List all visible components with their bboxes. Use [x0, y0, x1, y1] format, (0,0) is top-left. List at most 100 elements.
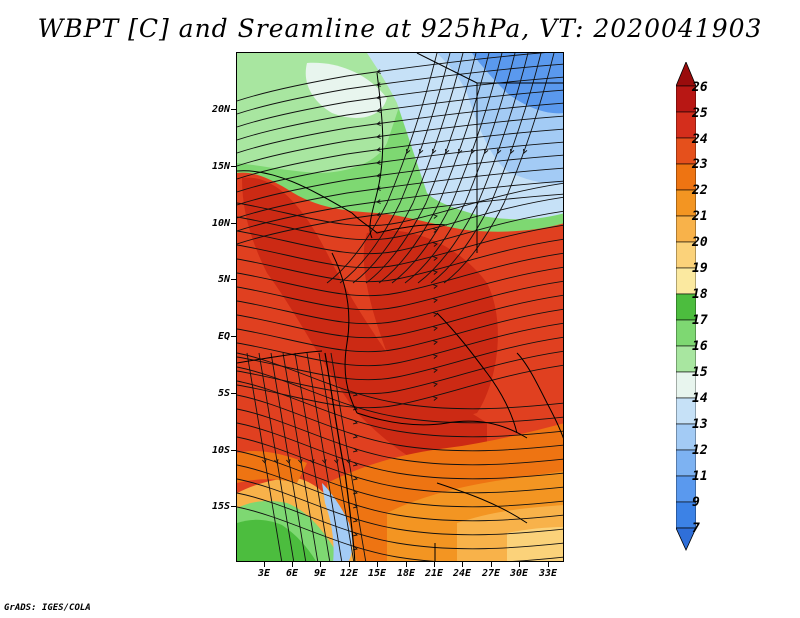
streamline-arrow	[433, 396, 438, 401]
streamline	[237, 492, 563, 550]
colorbar-label-26: 26	[692, 80, 708, 95]
streamline	[237, 63, 563, 115]
streamline-arrow	[418, 148, 424, 154]
streamline-arrow	[352, 419, 358, 425]
streamline	[306, 352, 343, 561]
streamline-arrow	[433, 270, 438, 275]
colorbar-label-15: 15	[692, 365, 708, 380]
region-very-hot-central	[363, 230, 498, 415]
streamline	[237, 182, 563, 227]
streamlines	[237, 53, 563, 561]
streamline	[237, 224, 563, 269]
streamline-arrow	[376, 173, 381, 178]
streamline-arrow	[444, 148, 450, 154]
streamline-arrow	[433, 368, 438, 373]
streamline	[258, 352, 295, 561]
streamline	[237, 266, 563, 311]
streamline	[365, 53, 477, 284]
lat-label-10n: 10N	[211, 218, 230, 229]
streamline-arrow	[262, 459, 267, 464]
streamline-arrow	[352, 391, 358, 397]
streamline	[237, 408, 563, 466]
streamline-arrow	[433, 214, 438, 219]
lon-tick	[377, 562, 378, 567]
streamline	[237, 394, 563, 452]
streamline	[237, 180, 563, 232]
streamline-arrow	[522, 148, 528, 154]
streamline-arrow	[352, 475, 358, 481]
streamline	[237, 238, 563, 283]
streamline	[237, 308, 563, 353]
streamline	[237, 196, 563, 241]
streamline	[417, 53, 529, 284]
streamline-arrow	[376, 134, 381, 139]
streamline-arrow	[352, 517, 358, 523]
lat-tick	[231, 223, 236, 224]
lon-label-9e: 9E	[313, 568, 327, 579]
streamline	[391, 53, 503, 284]
streamline	[237, 193, 563, 245]
streamline-arrow	[433, 312, 438, 317]
lat-tick	[231, 393, 236, 394]
streamline-arrow	[433, 242, 438, 247]
lon-tick	[548, 562, 549, 567]
colorbar-bottom-arrow	[676, 527, 696, 551]
streamline	[237, 364, 563, 409]
streamline	[237, 210, 563, 255]
region-pale-north	[305, 62, 387, 118]
lat-tick	[231, 279, 236, 280]
streamline	[237, 89, 563, 141]
streamline	[237, 102, 563, 154]
streamline-arrow	[310, 459, 315, 464]
colorbar-label-11: 11	[692, 469, 708, 484]
colorbar-label-24: 24	[692, 132, 708, 147]
streamline	[443, 53, 555, 284]
streamline-arrow	[352, 433, 358, 439]
streamline-arrow	[376, 160, 381, 165]
lon-tick	[519, 562, 520, 567]
streamline-arrow	[433, 326, 438, 331]
lat-tick	[231, 336, 236, 337]
streamline-arrow	[376, 95, 381, 100]
streamline	[237, 366, 563, 424]
streamline-arrow	[376, 82, 381, 87]
streamline-arrow	[274, 459, 279, 464]
colorbar-label-7: 7	[692, 521, 700, 536]
streamline-arrow	[352, 447, 358, 453]
streamline	[318, 352, 355, 561]
streamline	[237, 128, 563, 180]
streamline	[237, 76, 563, 128]
lon-label-18e: 18E	[396, 568, 416, 579]
streamline	[237, 53, 546, 102]
streamline	[282, 352, 319, 561]
streamline	[326, 53, 438, 284]
lon-tick	[491, 562, 492, 567]
streamline-arrow	[376, 199, 381, 204]
colorbar-label-17: 17	[692, 313, 708, 328]
grads-credit: GrADS: IGES/COLA	[4, 603, 91, 613]
streamline	[237, 478, 563, 536]
country-borders	[237, 53, 563, 561]
lat-tick	[231, 166, 236, 167]
streamline	[237, 436, 563, 494]
streamline	[237, 450, 563, 508]
streamline	[339, 53, 451, 284]
lon-label-12e: 12E	[339, 568, 359, 579]
streamline-arrow	[298, 459, 303, 464]
colorbar-label-25: 25	[692, 106, 708, 121]
streamline-arrow	[496, 148, 502, 154]
streamline	[270, 352, 307, 561]
lon-label-33e: 33E	[538, 568, 558, 579]
lon-tick	[292, 562, 293, 567]
streamline	[237, 280, 563, 325]
streamline	[237, 422, 563, 480]
streamline-arrow	[376, 212, 381, 217]
lon-tick	[349, 562, 350, 567]
streamline	[237, 380, 563, 438]
colorbar-label-22: 22	[692, 183, 708, 198]
lon-label-15e: 15E	[367, 568, 387, 579]
streamline-arrow	[376, 108, 381, 113]
streamline-arrow	[433, 382, 438, 387]
lon-tick	[406, 562, 407, 567]
lat-label-20n: 20N	[211, 104, 230, 115]
